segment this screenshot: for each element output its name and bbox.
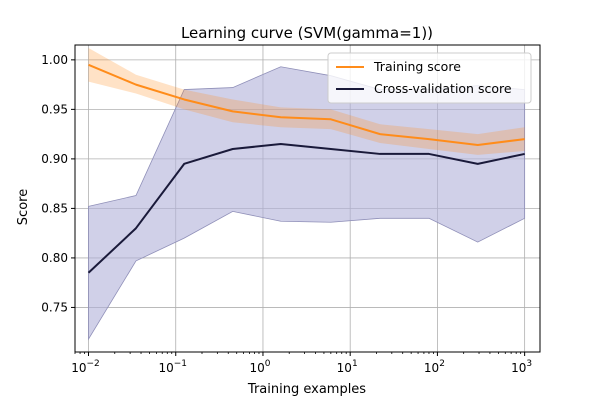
x-tick-label: 10−1 <box>158 359 187 375</box>
cv-score-line <box>87 143 525 274</box>
axis-ticks: 0.75 0.80 0.85 0.90 0.95 1.00 10−2 10−1 100 101 10… <box>41 53 532 375</box>
confidence-bands <box>88 47 526 341</box>
y-tick-label: 1.00 <box>41 53 68 67</box>
legend-label: Training score <box>373 59 461 74</box>
legend-box <box>327 52 532 104</box>
y-tick-label: 0.85 <box>41 201 68 215</box>
x-tick-label: 101 <box>337 359 358 375</box>
training-score-line <box>88 63 525 147</box>
plot-frame <box>74 44 541 353</box>
y-axis-title: Score <box>16 189 31 225</box>
x-axis-title: Training examples <box>247 382 366 397</box>
y-tick-label: 0.90 <box>41 152 68 166</box>
y-tick-label: 0.95 <box>41 102 68 116</box>
series-lines <box>87 63 525 274</box>
legend-label: Cross-validation score <box>374 81 512 96</box>
y-tick-label: 0.80 <box>41 251 68 265</box>
x-tick-label: 102 <box>424 359 445 375</box>
cv-score-band <box>88 66 526 341</box>
x-tick-label: 100 <box>249 359 270 375</box>
chart-title: Learning curve (SVM(gamma=1)) <box>181 24 433 42</box>
y-tick-label: 0.75 <box>41 300 68 314</box>
training-score-band <box>88 47 525 155</box>
legend: Training score Cross-validation score <box>327 52 532 104</box>
x-tick-label: 103 <box>511 359 532 375</box>
x-tick-label: 10−2 <box>71 359 100 375</box>
